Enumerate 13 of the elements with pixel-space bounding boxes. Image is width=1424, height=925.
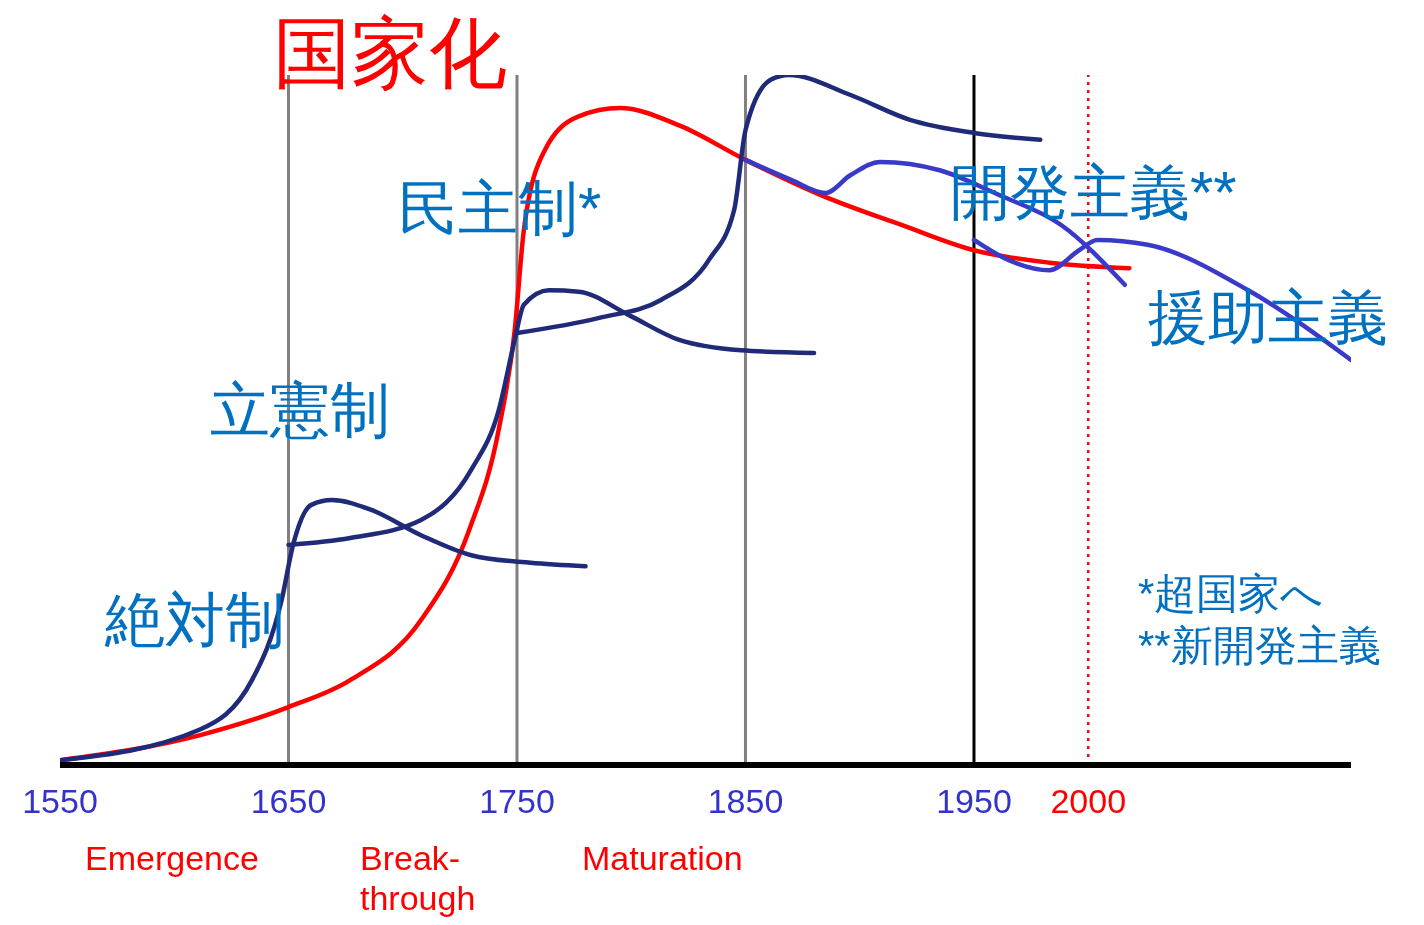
x-tick-label: 1750 — [479, 782, 555, 820]
annotation: *超国家へ — [1138, 569, 1325, 619]
x-tick-label: 1550 — [22, 782, 98, 820]
x-tick-label: 1950 — [936, 782, 1012, 820]
text: Break-through — [360, 838, 477, 918]
chart-title: 国家化 — [273, 8, 507, 99]
text: Emergence — [85, 838, 260, 878]
annotation: 立憲制 — [210, 376, 390, 446]
x-tick-label: 2000 — [1050, 782, 1127, 820]
annotation: **新開発主義 — [1138, 621, 1381, 671]
x-tick-label: 1650 — [250, 782, 327, 820]
text: Maturation — [582, 838, 743, 878]
x-tick-label: 1850 — [707, 782, 784, 820]
